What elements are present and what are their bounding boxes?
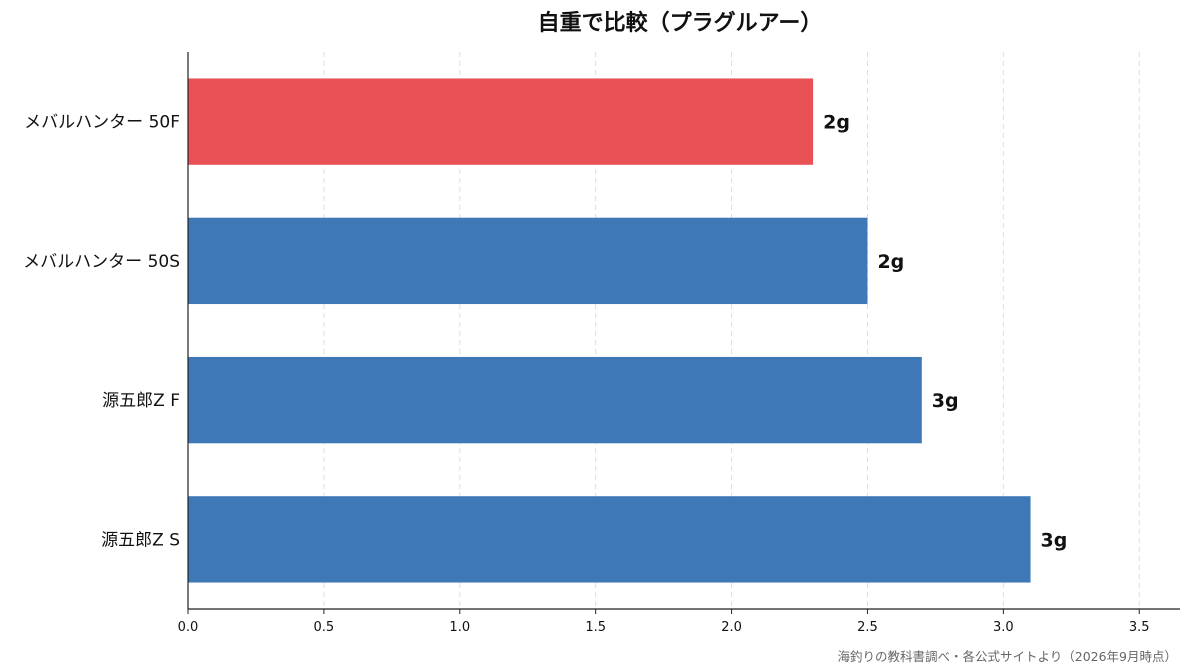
x-tick-label: 0.5 xyxy=(314,620,335,635)
data-label: 2g xyxy=(823,112,850,134)
x-tick-label: 3.0 xyxy=(993,620,1014,635)
bar xyxy=(188,217,868,305)
bar xyxy=(188,356,922,444)
x-tick-label: 0.0 xyxy=(178,620,199,635)
category-label: 源五郎Z F xyxy=(102,391,180,411)
category-label: メバルハンター 50F xyxy=(24,113,180,133)
bar xyxy=(188,496,1031,583)
axes xyxy=(187,52,1180,610)
x-tick-label: 3.5 xyxy=(1129,620,1150,635)
category-label: メバルハンター 50S xyxy=(23,252,180,272)
data-label: 3g xyxy=(1041,529,1068,551)
chart-title: 自重で比較（プラグルアー） xyxy=(538,10,823,36)
x-axis-ticks: 0.0 0.5 1.0 1.5 2.0 2.5 3.0 3.5 xyxy=(178,609,1150,635)
category-label: 源五郎Z S xyxy=(101,530,180,550)
category-labels: メバルハンター 50F メバルハンター 50S 源五郎Z F 源五郎Z S xyxy=(23,113,180,551)
source-note: 海釣りの教科書調べ・各公式サイトより（2026年9月時点） xyxy=(837,649,1177,664)
x-tick-label: 1.0 xyxy=(449,620,470,635)
data-labels: 2g 2g 3g 3g xyxy=(823,112,1067,552)
data-label: 2g xyxy=(877,251,904,273)
x-tick-label: 1.5 xyxy=(585,620,606,635)
data-label: 3g xyxy=(932,390,959,412)
bar xyxy=(188,78,814,165)
x-tick-label: 2.0 xyxy=(721,620,742,635)
bars xyxy=(188,78,1031,583)
x-tick-label: 2.5 xyxy=(857,620,878,635)
